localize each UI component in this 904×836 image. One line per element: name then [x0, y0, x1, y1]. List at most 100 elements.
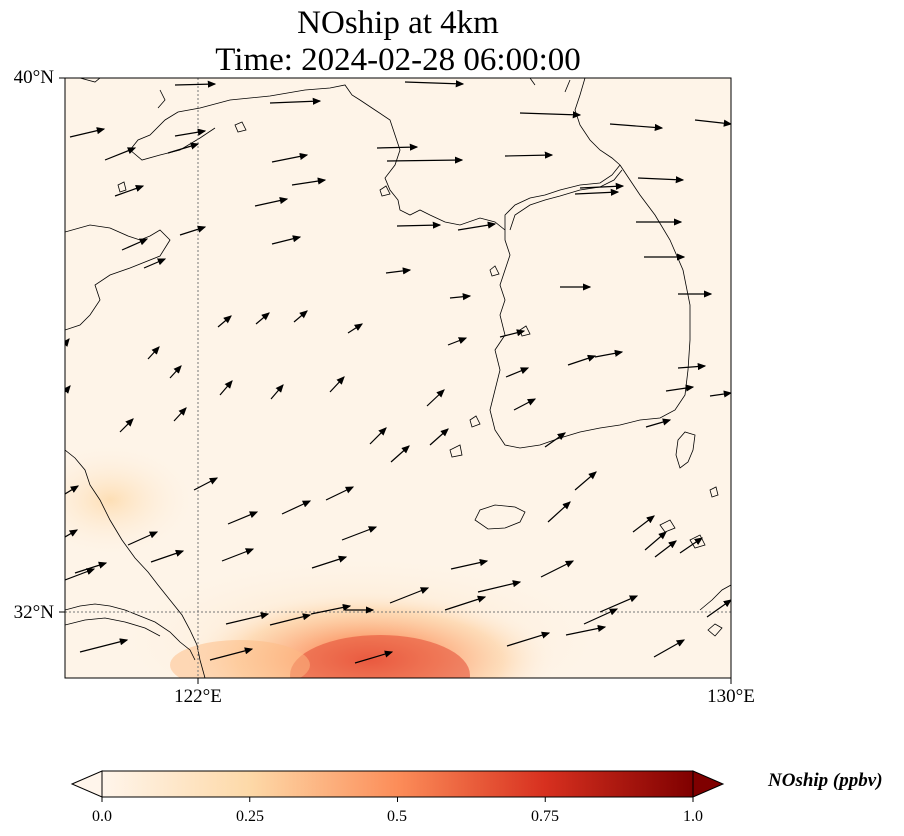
wind-arrow: [583, 608, 619, 625]
wind-arrow: [396, 221, 442, 229]
wind-arrow: [269, 97, 322, 105]
wind-arrow: [565, 624, 607, 636]
wind-arrow: [65, 529, 79, 538]
wind-arrow: [599, 595, 639, 613]
colorbar-tick-0-25: 0.25: [236, 808, 264, 825]
wind-arrow: [341, 526, 378, 541]
wind-arrow: [426, 389, 445, 407]
wind-arrow: [347, 323, 364, 334]
wind-vectors: [65, 80, 731, 664]
lon-label-122e: 122°E: [174, 686, 222, 707]
lat-label-32n: 32°N: [13, 602, 54, 623]
map-frame: [64, 77, 732, 679]
wind-arrow: [225, 612, 270, 625]
wind-arrow: [645, 418, 672, 428]
colorbar: [70, 770, 725, 802]
wind-arrow: [457, 221, 497, 231]
colorbar-tick-0-5: 0.5: [387, 808, 407, 825]
wind-arrow: [594, 349, 624, 358]
wind-arrow: [354, 650, 394, 664]
wind-arrow: [310, 603, 352, 615]
wind-arrow: [167, 142, 200, 154]
wind-arrow: [219, 380, 233, 396]
wind-arrow: [544, 432, 566, 448]
wind-arrow: [679, 537, 703, 554]
lat-label-40n: 40°N: [13, 67, 54, 88]
wind-arrow: [209, 647, 254, 661]
wind-arrow: [174, 80, 217, 88]
wind-arrow: [499, 329, 526, 338]
lon-label-130e: 130°E: [707, 686, 755, 707]
wind-arrow: [547, 501, 571, 523]
wind-arrow: [506, 631, 551, 647]
wind-arrow: [644, 531, 667, 551]
colorbar-max-extension: [692, 770, 725, 798]
wind-arrow: [281, 500, 312, 515]
wind-arrow: [429, 428, 449, 446]
wind-arrow: [540, 560, 575, 578]
wind-arrow: [65, 385, 71, 394]
wind-arrow: [385, 267, 412, 275]
wind-arrow: [325, 486, 355, 501]
wind-arrow: [255, 312, 270, 325]
wind-arrow: [221, 548, 255, 562]
colorbar-bar: [101, 770, 694, 798]
wind-arrow: [293, 310, 308, 323]
wind-arrow: [193, 477, 219, 491]
wind-arrow: [174, 128, 207, 137]
wind-arrow: [150, 549, 185, 563]
wind-arrow: [449, 293, 472, 301]
wind-arrow: [665, 384, 695, 392]
wind-arrow: [369, 427, 387, 445]
wind-arrow: [504, 151, 554, 159]
wind-arrow: [709, 390, 731, 398]
colorbar-min-extension: [70, 770, 103, 798]
wind-arrow: [74, 561, 108, 574]
wind-arrow: [653, 639, 686, 658]
wind-arrow: [254, 197, 289, 207]
wind-arrow: [677, 362, 707, 371]
wind-arrow: [637, 176, 685, 184]
map-subtitle-time: Time: 2024-02-28 06:00:00: [215, 42, 581, 78]
wind-arrow: [567, 354, 597, 366]
wind-arrow: [173, 407, 187, 422]
wind-arrow: [444, 595, 487, 611]
gridlines: [65, 78, 731, 678]
wind-arrow: [654, 540, 677, 558]
wind-arrow: [404, 80, 465, 88]
wind-arrow: [179, 225, 207, 236]
wind-arrow: [609, 123, 664, 132]
wind-arrow: [227, 511, 259, 525]
wind-arrow: [143, 258, 167, 269]
wind-arrow: [65, 485, 80, 495]
wind-arrow: [269, 613, 312, 626]
wind-arrow: [574, 188, 620, 196]
wind-arrow: [121, 238, 149, 251]
wind-arrow: [65, 338, 70, 347]
colorbar-tick-0-75: 0.75: [531, 808, 559, 825]
wind-arrow: [505, 367, 530, 378]
wind-arrow: [104, 147, 137, 161]
wind-arrow: [376, 143, 419, 151]
wind-arrow: [386, 156, 464, 164]
wind-arrow: [291, 177, 327, 186]
wind-arrow: [169, 365, 182, 379]
wind-arrow: [147, 346, 160, 360]
wind-arrow: [217, 315, 232, 328]
wind-arrow: [450, 559, 489, 570]
wind-arrow: [513, 398, 537, 411]
concentration-field: [65, 78, 731, 678]
wind-arrow: [519, 111, 582, 119]
wind-arrow: [114, 185, 145, 197]
wind-arrow: [119, 418, 134, 433]
wind-arrow: [69, 127, 106, 138]
colorbar-tick-1-0: 1.0: [683, 808, 703, 825]
colorbar-label: NOship (ppbv): [768, 770, 883, 791]
wind-arrow: [329, 376, 345, 393]
colorbar-tick-0: 0.0: [92, 808, 112, 825]
wind-arrow: [574, 471, 597, 491]
wind-arrow: [477, 580, 522, 593]
wind-arrow: [271, 235, 302, 245]
wind-arrow: [447, 337, 468, 346]
